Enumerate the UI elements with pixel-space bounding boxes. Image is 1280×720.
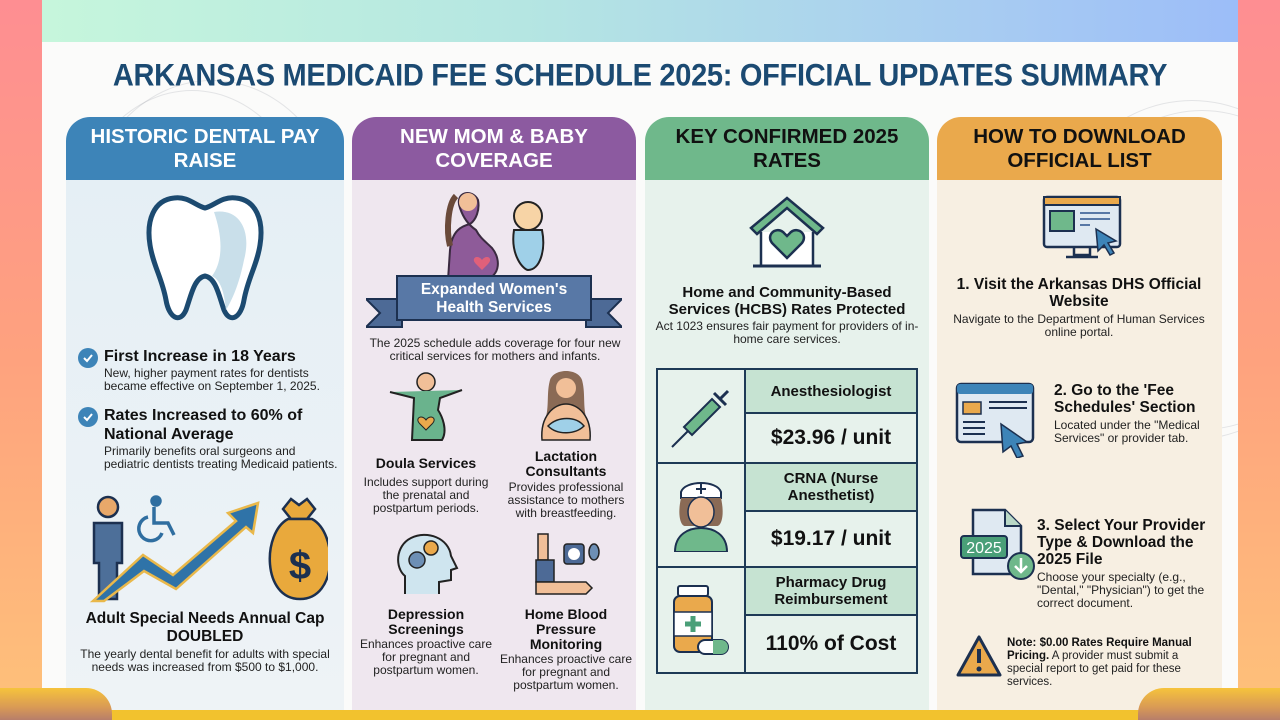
rates-panel: KEY CONFIRMED 2025 RATES Home and Commun…	[645, 117, 929, 710]
dental-panel: HISTORIC DENTAL PAY RAISE First Increase…	[66, 117, 344, 710]
download-step-1: 1. Visit the Arkansas DHS Official Websi…	[953, 276, 1205, 339]
wheelchair-icon	[137, 495, 176, 543]
money-bag-icon: $	[268, 497, 328, 601]
infographic-canvas: ARKANSAS MEDICAID FEE SCHEDULE 2025: OFF…	[42, 0, 1238, 720]
mom-baby-panel: NEW MOM & BABY COVERAGE Expanded Women's…	[352, 117, 636, 710]
hcbs-block: Home and Community-Based Services (HCBS)…	[655, 284, 919, 346]
rates-table: Anesthesiologist $23.96 / unit CRNA (Nu	[656, 368, 918, 674]
ribbon-banner: Expanded Women's Health Services	[366, 275, 622, 329]
house-heart-icon	[749, 196, 825, 268]
download-body: 1. Visit the Arkansas DHS Official Websi…	[937, 180, 1222, 710]
corner-decoration-right	[1138, 688, 1280, 720]
dental-header: HISTORIC DENTAL PAY RAISE	[66, 117, 344, 180]
download-step-2: 2. Go to the 'Fee Schedules' Section Loc…	[1054, 382, 1200, 445]
dental-body: First Increase in 18 Years New, higher p…	[66, 180, 344, 710]
svg-text:$: $	[289, 544, 311, 588]
download-panel: HOW TO DOWNLOAD OFFICIAL LIST 1. Visit t…	[937, 117, 1222, 710]
bottom-band	[42, 710, 1238, 720]
service-doula: Doula Services Includes support during t…	[358, 370, 494, 515]
blood-pressure-icon	[535, 533, 600, 595]
head-gears-icon	[397, 533, 459, 594]
manual-pricing-note: Note: $0.00 Rates Require Manual Pricing…	[1007, 637, 1192, 688]
rates-header: KEY CONFIRMED 2025 RATES	[645, 117, 929, 180]
pregnant-woman-baby-icon	[445, 192, 545, 280]
top-gradient-band	[42, 0, 1238, 42]
computer-cursor-icon	[1042, 195, 1122, 259]
tooth-icon	[146, 195, 264, 321]
growth-illustration: $	[89, 495, 328, 603]
rates-body: Home and Community-Based Services (HCBS)…	[645, 180, 929, 710]
rate-row-crna: CRNA (Nurse Anesthetist) $19.17 / unit	[658, 464, 916, 568]
pill-bottle-icon	[673, 585, 729, 655]
service-depression: Depression Screenings Enhances proactive…	[358, 530, 494, 677]
special-needs-block: Adult Special Needs Annual Cap DOUBLED T…	[80, 610, 330, 674]
syringe-icon	[671, 389, 730, 448]
mom-baby-body: Expanded Women's Health Services The 202…	[352, 180, 636, 710]
file-download-icon: 2025	[960, 508, 1035, 580]
service-blood-pressure: Home Blood Pressure Monitoring Enhances …	[498, 530, 634, 692]
trend-arrow-icon	[89, 501, 260, 603]
webpage-click-icon	[955, 382, 1035, 458]
check-circle-icon	[78, 348, 98, 368]
dental-point-1: First Increase in 18 Years New, higher p…	[78, 347, 338, 393]
doula-icon	[389, 372, 463, 441]
mom-baby-header: NEW MOM & BABY COVERAGE	[352, 117, 636, 180]
download-step-3: 3. Select Your Provider Type & Download …	[1037, 517, 1206, 610]
page-title: ARKANSAS MEDICAID FEE SCHEDULE 2025: OFF…	[112, 58, 1168, 94]
download-header: HOW TO DOWNLOAD OFFICIAL LIST	[937, 117, 1222, 180]
rate-row-anesthesiologist: Anesthesiologist $23.96 / unit	[658, 370, 916, 464]
corner-decoration-left	[0, 688, 112, 720]
nurse-icon	[673, 482, 729, 552]
breastfeeding-icon	[541, 371, 591, 441]
dental-point-2: Rates Increased to 60% of National Avera…	[78, 406, 338, 471]
check-circle-icon	[78, 407, 98, 427]
service-lactation: Lactation Consultants Provides professio…	[498, 370, 634, 520]
mom-baby-intro: The 2025 schedule adds coverage for four…	[369, 336, 621, 363]
rate-row-pharmacy: Pharmacy Drug Reimbursement 110% of Cost	[658, 568, 916, 672]
warning-icon	[956, 635, 1002, 677]
svg-text:2025: 2025	[966, 540, 1002, 557]
